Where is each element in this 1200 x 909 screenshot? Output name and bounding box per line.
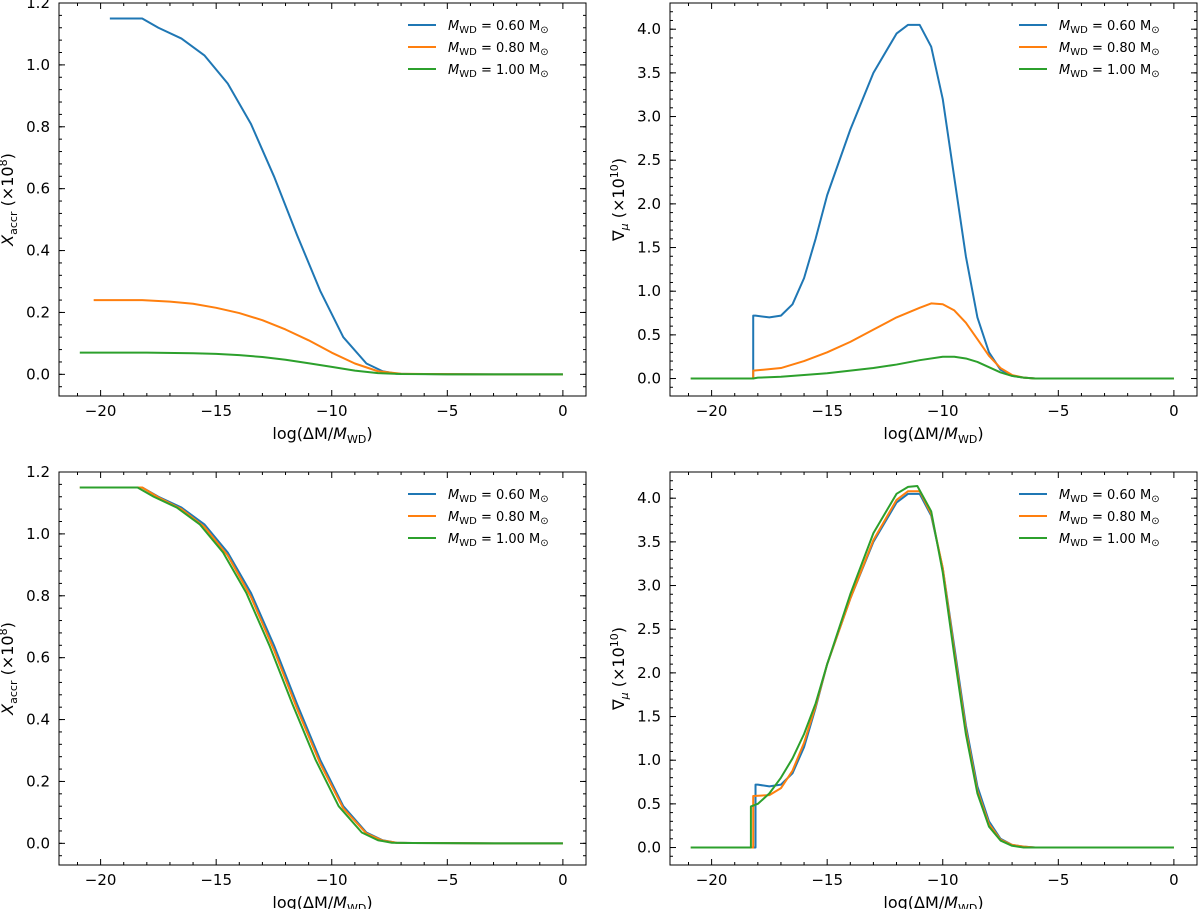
legend-label: MWD = 0.80 M⊙ (448, 510, 549, 527)
y-tick-label: 0.8 (26, 118, 50, 136)
y-tick-label: 0.6 (26, 180, 50, 198)
legend-label: MWD = 0.80 M⊙ (448, 41, 549, 58)
y-tick-label: 0.4 (26, 711, 50, 729)
y-tick-label: 2.5 (637, 151, 661, 169)
x-tick-label: −20 (85, 871, 117, 889)
legend-label: MWD = 1.00 M⊙ (448, 532, 549, 549)
x-tick-label: −15 (811, 402, 843, 420)
y-axis-label: ∇μ (×1010) (608, 627, 631, 711)
x-tick-label: −15 (200, 871, 232, 889)
x-axis-label: log(ΔM/MWD) (272, 893, 372, 909)
y-tick-label: 3.5 (637, 64, 661, 82)
x-tick-label: −10 (316, 871, 348, 889)
legend: MWD = 0.60 M⊙ MWD = 0.80 M⊙ MWD = 1.00 M⊙ (408, 19, 549, 80)
x-axis-label: log(ΔM/MWD) (272, 424, 372, 446)
series-line-green (79, 486, 563, 845)
x-tick-label: 0 (1169, 871, 1179, 889)
x-tick-label: −20 (696, 871, 728, 889)
axes-frame (669, 471, 1198, 866)
y-tick-label: 1.0 (637, 751, 661, 769)
x-tick-label: −10 (927, 871, 959, 889)
chart-panel-top-right: −20 −15 −10 −5 0 0.0 0.5 1.0 1.5 2.0 2.5 3.0 3.5 4.0 l… (608, 2, 1198, 446)
x-axis-label: log(ΔM/MWD) (883, 893, 983, 909)
y-tick-label: 0.5 (637, 326, 661, 344)
y-tick-label: 1.2 (26, 463, 50, 481)
y-tick-label: 1.5 (637, 239, 661, 257)
y-tick-label: 0.0 (637, 839, 661, 857)
legend-label: MWD = 0.60 M⊙ (448, 19, 549, 36)
y-tick-label: 0.0 (26, 365, 50, 383)
y-tick-label: 0.6 (26, 649, 50, 667)
legend: MWD = 0.60 M⊙ MWD = 0.80 M⊙ MWD = 1.00 M⊙ (1019, 19, 1160, 80)
y-tick-label: 0.2 (26, 772, 50, 790)
series-group (79, 17, 563, 376)
x-tick-label: −5 (436, 871, 458, 889)
x-tick-label: −5 (1047, 402, 1069, 420)
y-tick-label: 0.8 (26, 587, 50, 605)
legend-label: MWD = 1.00 M⊙ (448, 63, 549, 80)
y-tick-label: 3.0 (637, 108, 661, 126)
x-tick-label: −15 (811, 871, 843, 889)
legend-label: MWD = 1.00 M⊙ (1059, 63, 1160, 80)
y-tick-label: 1.0 (26, 525, 50, 543)
series-group (690, 484, 1174, 849)
x-tick-label: 0 (558, 402, 568, 420)
y-tick-label: 3.5 (637, 533, 661, 551)
chart-panel-bottom-left: −20 −15 −10 −5 0 0.0 0.2 0.4 0.6 0.8 1.0 1.2 log(ΔM/… (0, 463, 587, 909)
y-tick-label: 2.0 (637, 664, 661, 682)
x-tick-label: 0 (1169, 402, 1179, 420)
x-tick-label: −15 (200, 402, 232, 420)
legend: MWD = 0.60 M⊙ MWD = 0.80 M⊙ MWD = 1.00 M⊙ (408, 488, 549, 549)
series-line-orange (690, 302, 1174, 380)
legend-label: MWD = 0.80 M⊙ (1059, 41, 1160, 58)
legend-label: MWD = 0.60 M⊙ (1059, 488, 1160, 505)
y-tick-label: 1.0 (26, 56, 50, 74)
series-group (79, 486, 563, 845)
chart-panel-bottom-right: −20 −15 −10 −5 0 0.0 0.5 1.0 1.5 2.0 2.5 3.0 3.5 4.0 l… (608, 471, 1198, 909)
axes-frame (669, 2, 1198, 397)
x-tick-label: −5 (1047, 871, 1069, 889)
series-line-orange (93, 299, 563, 376)
y-tick-label: 0.2 (26, 303, 50, 321)
y-tick-label: 3.0 (637, 577, 661, 595)
legend-label: MWD = 1.00 M⊙ (1059, 532, 1160, 549)
series-line-green (79, 351, 563, 376)
y-tick-label: 0.0 (637, 370, 661, 388)
y-tick-label: 4.0 (637, 20, 661, 38)
x-tick-label: −20 (85, 402, 117, 420)
x-tick-label: −5 (436, 402, 458, 420)
x-tick-label: 0 (558, 871, 568, 889)
y-tick-label: 4.0 (637, 489, 661, 507)
y-tick-label: 2.5 (637, 620, 661, 638)
series-line-green (690, 484, 1174, 849)
y-axis-label: Xaccr (×108) (0, 153, 20, 247)
y-tick-label: 1.5 (637, 708, 661, 726)
series-group (690, 23, 1174, 380)
y-axis-label: ∇μ (×1010) (608, 158, 631, 242)
axes-frame (58, 471, 587, 866)
y-axis-label: Xaccr (×108) (0, 622, 20, 716)
chart-panel-top-left: −20 −15 −10 −5 0 0.0 0.2 0.4 0.6 0.8 1.0 1.2 log(ΔM/… (0, 0, 587, 446)
legend-label: MWD = 0.80 M⊙ (1059, 510, 1160, 527)
y-tick-label: 2.0 (637, 195, 661, 213)
y-tick-label: 1.0 (637, 282, 661, 300)
y-tick-label: 0.5 (637, 795, 661, 813)
x-tick-label: −10 (316, 402, 348, 420)
legend-label: MWD = 0.60 M⊙ (448, 488, 549, 505)
x-tick-label: −10 (927, 402, 959, 420)
y-tick-label: 0.4 (26, 242, 50, 260)
axes-frame (58, 2, 587, 397)
x-axis-label: log(ΔM/MWD) (883, 424, 983, 446)
series-line-green (690, 355, 1174, 380)
legend: MWD = 0.60 M⊙ MWD = 0.80 M⊙ MWD = 1.00 M⊙ (1019, 488, 1160, 549)
y-tick-label: 1.2 (26, 0, 50, 12)
x-tick-label: −20 (696, 402, 728, 420)
legend-label: MWD = 0.60 M⊙ (1059, 19, 1160, 36)
y-tick-label: 0.0 (26, 834, 50, 852)
